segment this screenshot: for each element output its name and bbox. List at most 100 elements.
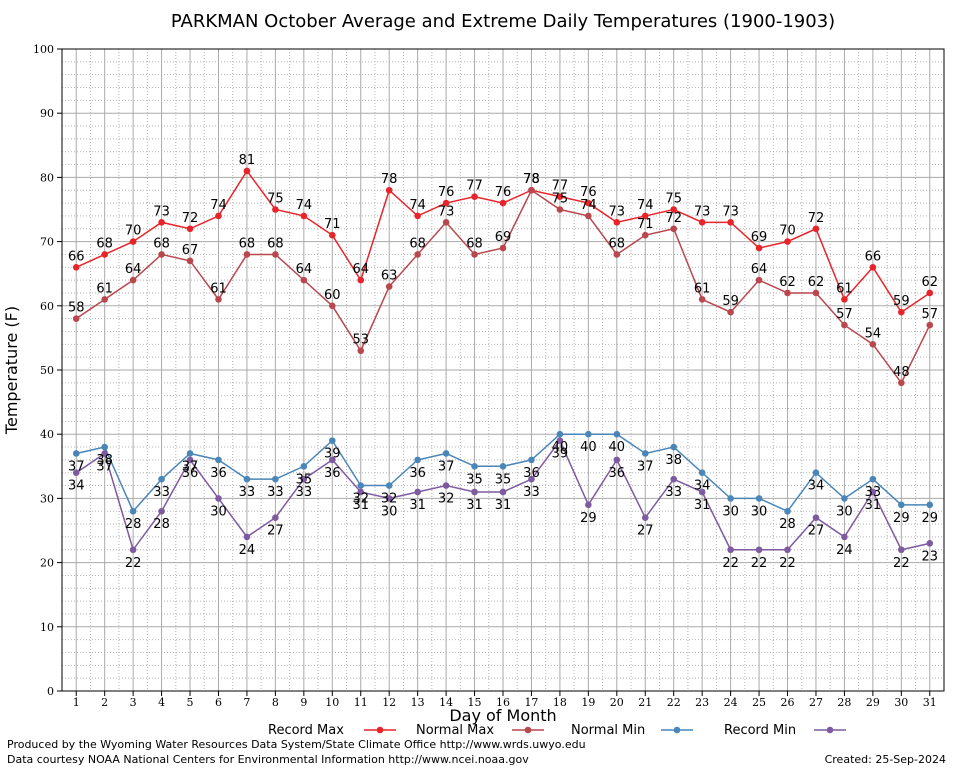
normal-max-point: [471, 251, 478, 258]
record-min-data-label: 22: [125, 556, 142, 571]
normal-min-data-label: 34: [694, 479, 711, 494]
record-min-data-label: 36: [324, 466, 341, 481]
normal-min-point: [784, 507, 791, 515]
x-tick-label: 24: [724, 696, 738, 709]
y-tick-label: 80: [40, 171, 54, 184]
normal-min-data-label: 33: [239, 485, 256, 500]
normal-max-data-label: 62: [779, 275, 796, 290]
normal-max-point: [442, 219, 450, 226]
record-max-data-label: 59: [893, 294, 910, 309]
normal-min-data-label: 40: [580, 440, 597, 455]
normal-max-data-label: 71: [637, 217, 654, 232]
record-min-point: [186, 456, 194, 464]
record-min-point: [72, 469, 80, 477]
record-min-point: [926, 540, 934, 547]
normal-max-data-label: 68: [267, 236, 284, 251]
normal-min-point: [841, 495, 848, 502]
normal-min-point: [727, 495, 734, 502]
record-min-point: [471, 488, 478, 496]
record-min-data-label: 30: [210, 504, 227, 519]
record-min-point: [727, 546, 734, 554]
normal-min-point: [898, 501, 905, 509]
normal-min-data-label: 32: [381, 492, 398, 507]
normal-max-data-label: 74: [580, 198, 597, 213]
record-min-point: [243, 533, 251, 541]
normal-min-data-label: 38: [96, 453, 113, 468]
normal-max-point: [72, 315, 80, 322]
record-max-data-label: 76: [438, 185, 455, 200]
normal-max-data-label: 62: [808, 275, 825, 290]
normal-max-data-label: 68: [239, 236, 256, 251]
normal-max-data-label: 58: [68, 301, 85, 316]
record-min-data-label: 27: [267, 524, 284, 539]
record-min-point: [158, 507, 165, 515]
record-max-point: [613, 219, 621, 226]
normal-min-data-label: 28: [125, 517, 142, 532]
normal-max-data-label: 67: [182, 243, 199, 258]
record-min-data-label: 33: [523, 485, 540, 500]
normal-max-point: [727, 308, 734, 316]
record-max-point: [841, 296, 848, 303]
record-max-point: [670, 206, 678, 213]
record-min-point: [385, 495, 393, 502]
x-tick-label: 28: [837, 696, 851, 709]
record-max-data-label: 78: [381, 172, 398, 187]
normal-max-data-label: 69: [495, 230, 512, 245]
normal-min-point: [926, 501, 934, 509]
record-max-data-label: 81: [239, 153, 256, 168]
normal-min-point: [471, 463, 478, 470]
y-tick-label: 90: [40, 107, 54, 120]
record-min-data-label: 33: [296, 485, 313, 500]
normal-max-point: [613, 251, 621, 258]
normal-max-data-label: 61: [694, 281, 711, 296]
record-max-point: [585, 199, 592, 207]
record-min-data-label: 37: [96, 459, 113, 474]
record-min-point: [898, 546, 905, 554]
record-max-data-label: 69: [751, 230, 768, 245]
normal-min-data-label: 34: [808, 479, 825, 494]
record-min-data-label: 23: [922, 549, 939, 564]
normal-min-data-label: 37: [68, 459, 85, 474]
normal-max-point: [755, 276, 763, 284]
normal-min-point: [755, 495, 763, 502]
normal-min-data-label: 36: [409, 466, 426, 481]
normal-max-point: [129, 276, 137, 284]
record-max-point: [215, 212, 222, 220]
record-min-data-label: 33: [665, 485, 682, 500]
x-tick-label: 31: [923, 696, 937, 709]
normal-max-point: [784, 289, 791, 297]
normal-max-point: [414, 251, 421, 258]
normal-max-data-label: 60: [324, 288, 341, 303]
normal-min-data-label: 35: [296, 472, 313, 487]
record-max-data-label: 75: [267, 192, 284, 207]
normal-max-point: [812, 289, 820, 297]
normal-max-data-label: 78: [523, 172, 540, 187]
record-max-point: [442, 199, 450, 207]
record-max-point: [158, 219, 165, 226]
normal-max-point: [101, 296, 108, 303]
x-tick-label: 16: [496, 696, 510, 709]
record-min-data-label: 39: [552, 447, 569, 462]
normal-min-point: [357, 482, 365, 489]
normal-min-data-label: 32: [352, 492, 369, 507]
normal-min-point: [869, 475, 877, 483]
x-tick-label: 11: [354, 696, 368, 709]
x-tick-label: 19: [581, 696, 595, 709]
footer-created-date: Created: 25-Sep-2024: [825, 753, 946, 766]
record-max-point: [499, 199, 507, 207]
x-tick-label: 26: [781, 696, 795, 709]
normal-max-data-label: 72: [665, 211, 682, 226]
normal-max-legend-marker: [524, 726, 532, 734]
normal-max-data-label: 64: [296, 262, 313, 277]
y-axis-label: Temperature (F): [2, 306, 21, 435]
normal-max-point: [841, 321, 848, 329]
normal-min-point: [528, 456, 535, 464]
normal-min-data-label: 30: [722, 504, 739, 519]
x-tick-label: 4: [158, 696, 165, 709]
normal-min-point: [186, 450, 194, 457]
normal-max-point: [585, 212, 592, 220]
record-max-data-label: 76: [580, 185, 597, 200]
record-max-data-label: 70: [125, 224, 142, 239]
record-max-point: [727, 219, 734, 226]
record-min-data-label: 22: [893, 556, 910, 571]
